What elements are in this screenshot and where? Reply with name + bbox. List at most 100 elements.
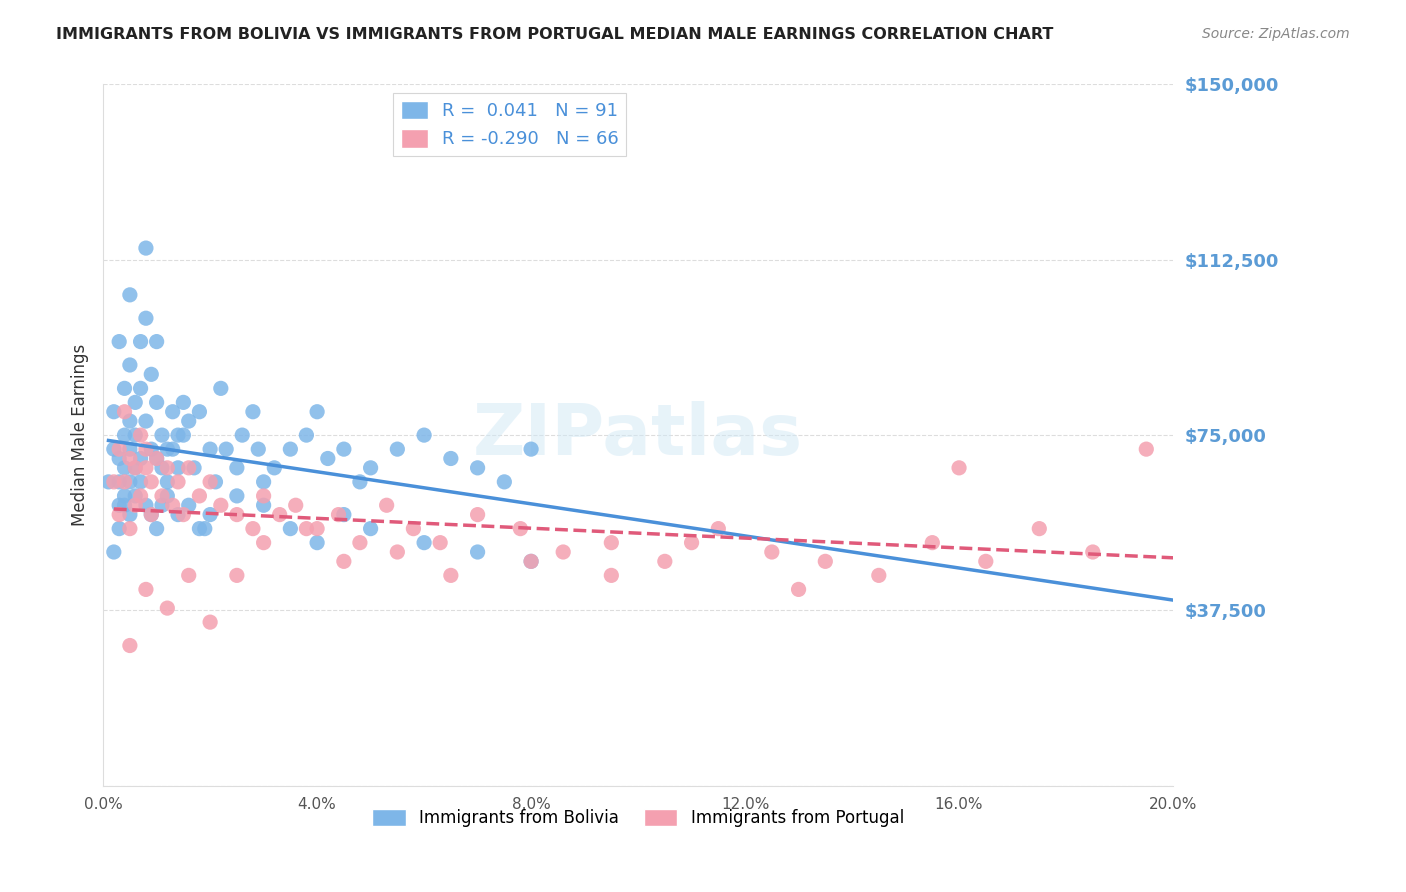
Point [108,451,131,466]
Point [307,522,329,536]
Point [333,554,356,568]
Point [198,508,221,522]
Point [307,405,329,419]
Point [129,451,152,466]
Point [141,368,163,382]
Point [124,460,146,475]
Point [360,460,382,475]
Point [114,405,136,419]
Point [252,475,274,489]
Point [316,451,339,466]
Point [307,535,329,549]
Point [145,334,167,349]
Point [124,498,146,512]
Point [129,428,152,442]
Point [118,442,141,457]
Point [156,460,179,475]
Point [1028,522,1050,536]
Point [108,475,131,489]
Point [600,535,623,549]
Point [118,288,141,302]
Point [114,428,136,442]
Point [103,545,125,559]
Point [145,522,167,536]
Point [280,522,302,536]
Point [553,545,575,559]
Point [118,451,141,466]
Point [921,535,943,549]
Point [252,489,274,503]
Point [413,535,436,549]
Point [162,405,184,419]
Point [141,508,163,522]
Point [145,451,167,466]
Point [97,475,120,489]
Point [225,508,247,522]
Point [129,334,152,349]
Point [145,451,167,466]
Point [198,442,221,457]
Point [194,522,217,536]
Point [284,498,307,512]
Point [440,451,463,466]
Point [156,601,179,615]
Point [467,545,489,559]
Point [172,428,194,442]
Point [413,428,436,442]
Point [295,522,318,536]
Point [135,460,157,475]
Point [177,568,200,582]
Point [509,522,531,536]
Text: Source: ZipAtlas.com: Source: ZipAtlas.com [1202,27,1350,41]
Point [387,442,409,457]
Point [172,508,194,522]
Point [215,442,238,457]
Point [761,545,783,559]
Point [177,414,200,428]
Point [145,395,167,409]
Point [520,442,543,457]
Point [402,522,425,536]
Point [124,489,146,503]
Point [114,460,136,475]
Point [167,475,190,489]
Point [118,358,141,372]
Point [150,489,173,503]
Point [156,442,179,457]
Point [108,442,131,457]
Point [198,615,221,629]
Point [108,498,131,512]
Y-axis label: Median Male Earnings: Median Male Earnings [72,344,89,526]
Point [188,522,211,536]
Point [135,241,157,255]
Point [974,554,997,568]
Point [162,442,184,457]
Point [114,475,136,489]
Point [231,428,253,442]
Point [198,475,221,489]
Text: ZIPatlas: ZIPatlas [472,401,803,469]
Point [188,405,211,419]
Point [520,554,543,568]
Point [209,381,232,395]
Point [242,405,264,419]
Point [114,381,136,395]
Legend: Immigrants from Bolivia, Immigrants from Portugal: Immigrants from Bolivia, Immigrants from… [366,802,911,833]
Point [129,475,152,489]
Point [1135,442,1157,457]
Point [467,508,489,522]
Point [114,489,136,503]
Text: IMMIGRANTS FROM BOLIVIA VS IMMIGRANTS FROM PORTUGAL MEDIAN MALE EARNINGS CORRELA: IMMIGRANTS FROM BOLIVIA VS IMMIGRANTS FR… [56,27,1053,42]
Point [118,522,141,536]
Point [103,442,125,457]
Point [188,489,211,503]
Point [129,489,152,503]
Point [787,582,810,597]
Point [440,568,463,582]
Point [333,442,356,457]
Point [429,535,451,549]
Point [114,498,136,512]
Point [129,381,152,395]
Point [108,522,131,536]
Point [108,508,131,522]
